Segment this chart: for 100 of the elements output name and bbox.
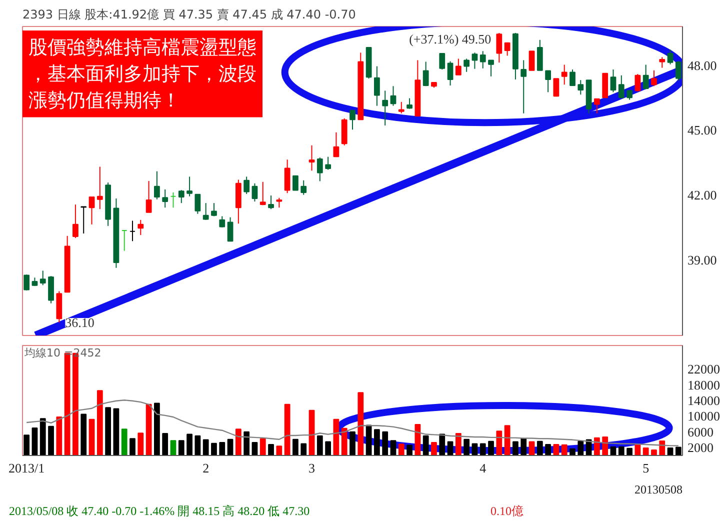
bar — [32, 428, 38, 456]
candlestick — [154, 170, 160, 200]
candlestick — [268, 194, 274, 210]
candlestick — [667, 49, 674, 65]
candlestick — [398, 101, 404, 114]
candlestick — [390, 86, 396, 106]
y-tick-label: 6000 — [688, 424, 714, 440]
candlestick — [292, 175, 298, 191]
bar — [219, 442, 226, 456]
text: 2013/05/08 收 47.40 -0.70 -1.46% 開 48.15 高 48.20 低 47.30 — [9, 503, 310, 520]
candlestick — [545, 70, 551, 93]
candlestick — [88, 196, 95, 225]
y-tick-label: 22000 — [688, 362, 720, 377]
candlestick — [488, 60, 494, 77]
x-tick-label: 2013/1 — [8, 460, 45, 476]
candlestick — [186, 176, 192, 197]
y-tick-label: 48.00 — [688, 58, 717, 73]
bar — [325, 441, 331, 456]
text: 0.10億 — [490, 503, 524, 520]
candlestick — [659, 56, 666, 68]
bar — [594, 437, 600, 456]
candlestick — [178, 190, 184, 204]
bar — [244, 431, 250, 456]
candlestick — [350, 110, 356, 130]
bar — [651, 450, 657, 456]
bar — [545, 444, 551, 456]
bar — [626, 448, 632, 456]
candlestick — [211, 202, 217, 217]
candlestick — [130, 220, 136, 242]
bar — [350, 431, 356, 456]
y-tick-label: 18000 — [688, 377, 720, 392]
bar — [488, 440, 494, 456]
y-tick-label: 2000 — [688, 440, 714, 456]
candlestick — [300, 180, 307, 196]
candlestick — [406, 98, 412, 110]
chart-title: 2393 日線 股本:41.92億 買 47.35 賣 47.45 成 47.40 -0.70 — [22, 8, 356, 22]
bar — [96, 390, 103, 456]
candlestick — [333, 132, 340, 158]
text: 20130508 — [634, 482, 682, 496]
candlestick — [447, 60, 454, 86]
bar — [146, 404, 152, 456]
candlestick — [504, 42, 510, 56]
candlestick — [284, 159, 290, 194]
bar — [659, 440, 666, 456]
candlestick — [626, 90, 632, 100]
bar — [227, 438, 234, 456]
candlestick — [472, 52, 478, 70]
bar — [40, 418, 46, 456]
bar — [455, 433, 462, 456]
bar — [300, 443, 307, 456]
candlestick — [80, 206, 87, 234]
bar — [406, 444, 412, 456]
candlestick — [561, 64, 568, 86]
candlestick — [121, 230, 128, 252]
bar — [667, 448, 674, 456]
bar — [24, 434, 30, 456]
bar — [512, 441, 518, 456]
bar — [382, 431, 388, 456]
x-tick-label: 5 — [642, 460, 650, 476]
candlestick — [520, 60, 527, 114]
bar — [88, 418, 95, 456]
x-tick-label: 4 — [480, 460, 487, 476]
candlestick — [219, 216, 226, 228]
candlestick — [316, 156, 323, 182]
line-series — [26, 400, 680, 446]
bar — [316, 435, 323, 456]
candlestick — [553, 78, 560, 97]
candlestick — [138, 219, 144, 236]
bar — [252, 442, 258, 456]
bar — [496, 430, 502, 456]
bar — [398, 444, 404, 456]
bar — [341, 428, 348, 456]
candlestick — [227, 216, 234, 242]
bar — [276, 446, 282, 456]
bar — [431, 442, 437, 456]
bar — [618, 446, 624, 456]
bar — [578, 440, 584, 456]
candlestick — [642, 64, 649, 90]
annotation: 股價強勢維持高檔震盪型態，基本面利多加持下，波段漲勢仍值得期待！ — [28, 36, 256, 112]
candlestick — [422, 61, 429, 87]
bar — [194, 435, 201, 456]
bar — [570, 448, 576, 456]
candlestick — [96, 166, 103, 210]
candlestick — [72, 204, 78, 239]
bar — [642, 448, 649, 456]
bar — [130, 438, 136, 456]
bar — [80, 414, 87, 456]
bar — [105, 407, 111, 456]
y-tick-label: 42.00 — [688, 188, 717, 203]
candlestick — [308, 144, 315, 172]
bar — [211, 442, 217, 456]
candlestick — [40, 270, 46, 286]
bar — [121, 428, 128, 456]
bar — [464, 438, 470, 456]
bar — [634, 444, 641, 456]
candlestick — [496, 32, 502, 64]
bar — [439, 434, 446, 456]
candlestick — [202, 202, 209, 220]
candlestick — [194, 194, 201, 214]
candlestick — [675, 60, 682, 82]
